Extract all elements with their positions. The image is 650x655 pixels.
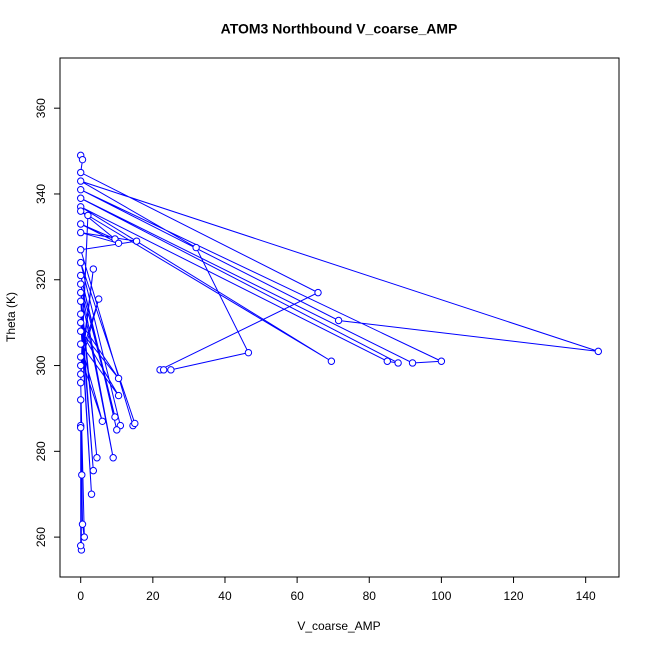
plot-frame (59, 57, 620, 578)
x-tick-label: 100 (431, 589, 451, 603)
y-axis-label: Theta (K) (4, 292, 18, 342)
data-point (95, 295, 103, 303)
data-point (114, 391, 123, 400)
data-point (77, 318, 85, 327)
data-point (77, 168, 85, 177)
data-point (77, 541, 85, 550)
data-point (77, 185, 85, 194)
data-point (109, 454, 117, 462)
data-point (89, 466, 98, 475)
data-point (89, 265, 98, 273)
x-tick-label: 20 (146, 589, 160, 603)
x-tick-label: 140 (576, 589, 596, 603)
data-point (77, 280, 85, 288)
data-point (84, 211, 92, 220)
data-point (77, 246, 85, 254)
data-point (244, 348, 253, 357)
data-point (77, 353, 85, 361)
data-point (77, 271, 85, 280)
data-point (78, 471, 86, 479)
data-point (113, 426, 121, 434)
data-point (77, 396, 85, 404)
y-tick-label: 340 (34, 184, 48, 204)
data-point (78, 155, 87, 164)
data-point (77, 340, 85, 348)
data-point (314, 288, 322, 297)
data-point (77, 177, 85, 185)
data-point (77, 370, 85, 378)
x-axis-label: V_coarse_AMP (297, 619, 380, 633)
data-point (327, 357, 336, 365)
data-point (334, 316, 343, 325)
data-point (87, 490, 96, 498)
chart-title: ATOM3 Northbound V_coarse_AMP (221, 21, 458, 37)
data-point (114, 374, 123, 383)
data-point (77, 310, 85, 318)
data-point (77, 297, 85, 305)
data-point (77, 258, 85, 267)
data-point (77, 327, 85, 335)
data-point (77, 424, 85, 432)
x-tick-label: 60 (290, 589, 304, 603)
data-point (594, 347, 602, 356)
data-point (167, 366, 175, 374)
data-point (131, 419, 139, 428)
data-point (98, 417, 107, 425)
data-point (114, 239, 123, 247)
data-point (77, 207, 85, 215)
data-point (80, 533, 89, 541)
x-tick-label: 120 (504, 589, 524, 603)
data-point (132, 237, 141, 245)
data-point (77, 228, 85, 237)
data-point (159, 366, 168, 374)
x-tick-label: 0 (77, 589, 84, 603)
data-point (111, 413, 119, 421)
data-point (77, 378, 85, 387)
y-tick-label: 260 (34, 527, 48, 547)
data-point (437, 357, 446, 365)
data-point (77, 361, 85, 370)
data-point (192, 243, 200, 252)
data-point (394, 359, 402, 367)
data-point (93, 454, 101, 462)
y-tick-label: 360 (34, 98, 48, 118)
x-tick-label: 80 (363, 589, 377, 603)
data-point (77, 288, 85, 297)
y-tick-label: 300 (34, 355, 48, 375)
data-point (77, 194, 85, 202)
y-tick-label: 320 (34, 269, 48, 289)
data-point (408, 359, 417, 367)
data-point (383, 357, 391, 365)
data-point (77, 220, 85, 228)
data-point (78, 520, 87, 528)
y-tick-label: 280 (34, 441, 48, 461)
x-tick-label: 40 (218, 589, 232, 603)
